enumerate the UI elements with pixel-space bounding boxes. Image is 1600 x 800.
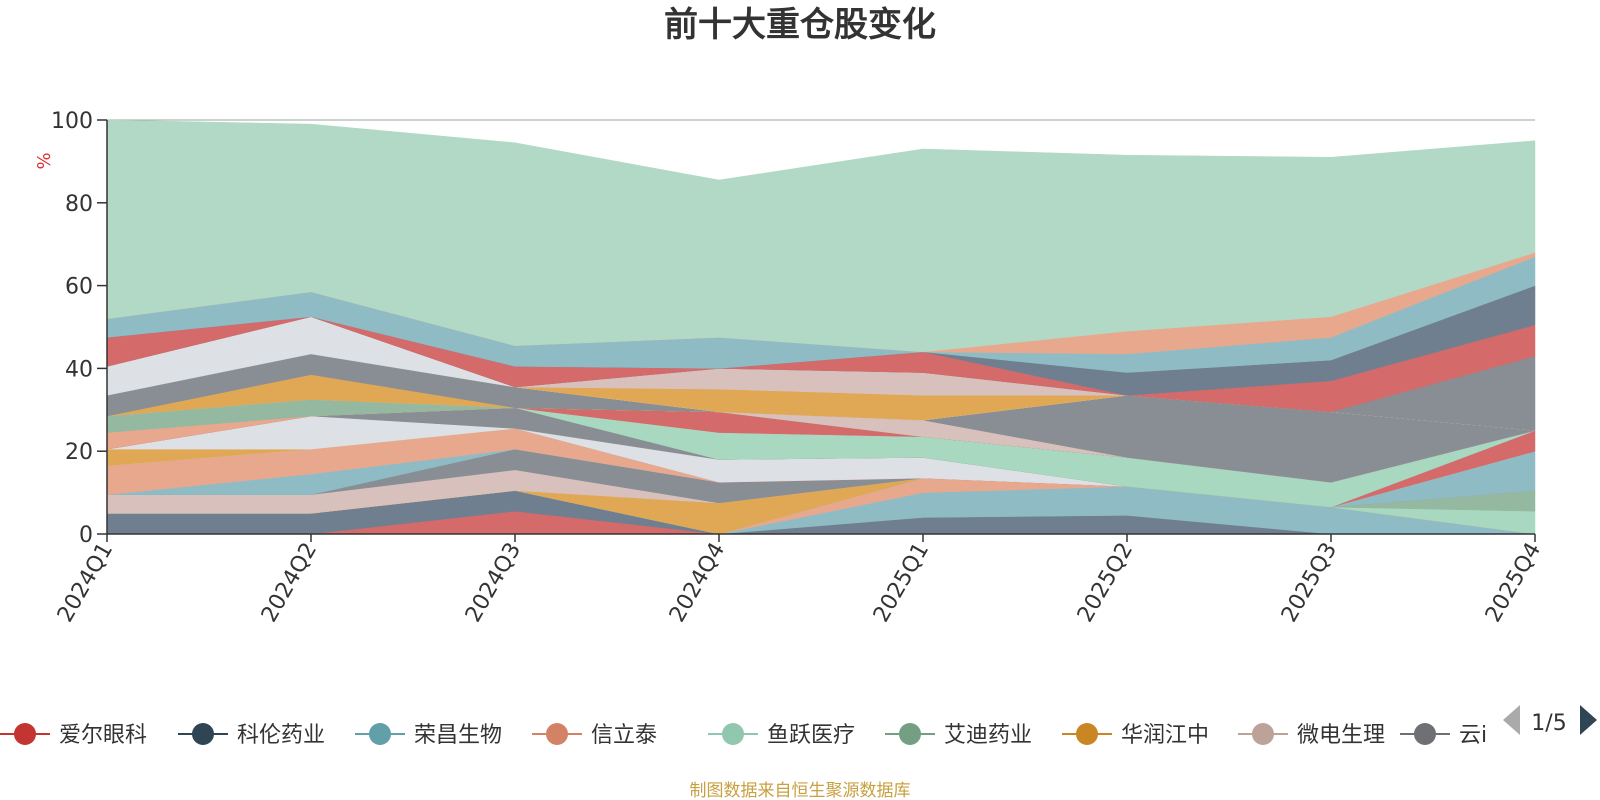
y-tick-label: 80 [65,192,93,217]
legend-item[interactable]: 云i [1400,723,1487,748]
y-tick-label: 0 [79,523,93,548]
chart-title: 前十大重仓股变化 [664,5,936,45]
legend-item[interactable]: 华润江中 [1062,723,1209,748]
x-tick-label: 2025Q3 [1277,539,1342,627]
legend-marker [369,723,391,745]
legend-marker [1252,723,1274,745]
legend-item[interactable]: 微电生理 [1238,723,1385,748]
x-tick-label: 2024Q2 [257,539,322,627]
legend-item[interactable]: 艾迪药业 [885,723,1032,748]
legend-item[interactable]: 科伦药业 [178,723,325,748]
legend-label: 微电生理 [1297,723,1385,748]
area-series-34 [106,119,1536,353]
legend-label: 华润江中 [1121,723,1209,748]
legend-marker [899,723,921,745]
legend-marker [192,723,214,745]
x-tick-label: 2024Q1 [53,539,118,627]
legend-label: 爱尔眼科 [59,723,147,748]
legend-label: 艾迪药业 [944,723,1032,748]
legend-item[interactable]: 爱尔眼科 [0,723,147,748]
legend-label: 云i [1459,723,1487,748]
y-tick-label: 100 [51,109,93,134]
legend-marker [1414,723,1436,745]
legend-pager: 1/5 [1503,705,1597,736]
area-series-group [106,119,1536,535]
legend-prev-page-icon[interactable] [1503,705,1520,735]
y-tick-label: 20 [65,440,93,465]
x-tick-label: 2025Q2 [1073,539,1138,627]
x-tick-label: 2025Q1 [869,539,934,627]
legend-label: 信立泰 [591,723,657,748]
legend-item[interactable]: 信立泰 [532,723,657,748]
legend: 爱尔眼科 科伦药业 荣昌生物 信立泰 鱼跃医疗 艾迪药业 华润江中 微电生理 云i [0,723,1487,748]
legend-label: 鱼跃医疗 [767,723,855,748]
legend-next-page-icon[interactable] [1580,705,1597,735]
legend-marker [14,723,36,745]
y-axis-unit-label: % [34,152,55,169]
legend-item[interactable]: 鱼跃医疗 [708,723,855,748]
legend-page-indicator: 1/5 [1531,711,1566,736]
y-tick-label: 40 [65,357,93,382]
legend-label: 科伦药业 [237,723,325,748]
legend-label: 荣昌生物 [414,723,502,748]
data-source-note: 制图数据来自恒生聚源数据库 [690,781,911,800]
legend-marker [546,723,568,745]
legend-marker [1076,723,1098,745]
legend-item[interactable]: 荣昌生物 [355,723,502,748]
x-tick-label: 2024Q3 [461,539,526,627]
y-tick-label: 60 [65,275,93,300]
x-tick-label: 2025Q4 [1481,539,1546,627]
x-tick-label: 2024Q4 [665,539,730,627]
legend-marker [722,723,744,745]
